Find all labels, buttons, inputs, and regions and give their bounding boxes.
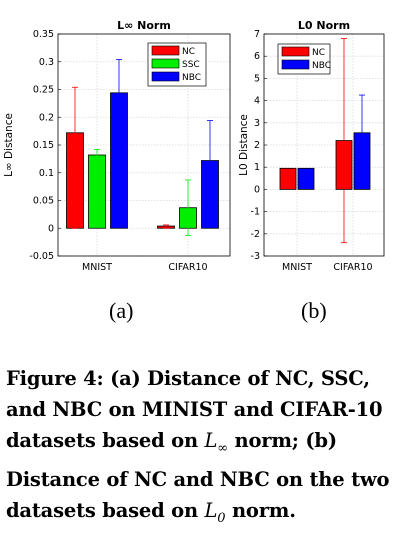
figure-panels: -0.05 0 0.05 0.1 0.15 0.2 0.25 0.3 0.35 MNIST CIFA… xyxy=(3,19,385,273)
sublabel-a: (a) xyxy=(109,298,134,323)
legend-swatch-nc xyxy=(151,45,180,56)
caption-part2: norm; (b) Distance of NC and NBC on the … xyxy=(6,429,390,522)
chart-title: L∞ Norm xyxy=(117,19,171,32)
y-tick-label: 4 xyxy=(254,96,260,107)
caption-math1: L∞ xyxy=(204,429,229,456)
y-tick-label: 0 xyxy=(48,223,54,234)
y-tick-label: 0.15 xyxy=(33,140,54,151)
y-tick-label: -0.05 xyxy=(29,251,54,262)
y-tick-label: 0.3 xyxy=(39,57,54,68)
legend-label-ssc: SSC xyxy=(182,60,200,70)
sublabel-b: (b) xyxy=(301,298,327,323)
y-tick-label: 0 xyxy=(254,184,260,195)
axes-frame xyxy=(57,33,231,257)
legend-swatch-nc xyxy=(281,46,310,57)
bar-nc-mnist xyxy=(279,167,297,190)
y-tick-label: 0.25 xyxy=(33,85,54,96)
y-axis-label: L0 Distance xyxy=(238,114,250,176)
legend-label-nc: NC xyxy=(312,48,325,58)
legend-label-nbc: NBC xyxy=(312,61,331,71)
legend-label-nbc: NBC xyxy=(182,73,201,83)
y-tick-label: 6 xyxy=(254,51,260,62)
caption-part3: norm. xyxy=(225,498,296,522)
axes-frame xyxy=(263,33,385,257)
chart-title: L0 Norm xyxy=(298,19,350,32)
y-tick-label: 0.2 xyxy=(39,112,54,123)
x-tick-label: MNIST xyxy=(82,262,112,273)
y-tick-label: -3 xyxy=(251,251,260,262)
y-tick-label: 5 xyxy=(254,73,260,84)
figure-caption: Figure 4: (a) Distance of NC, SSC, and N… xyxy=(6,363,402,534)
y-tick-label: 3 xyxy=(254,118,260,129)
bar-nbc-mnist xyxy=(297,167,315,190)
legend-swatch-nbc xyxy=(151,71,180,82)
y-tick-label: -1 xyxy=(251,207,260,218)
x-tick-label: CIFAR10 xyxy=(333,262,372,273)
y-tick-label: 0.1 xyxy=(39,168,54,179)
y-axis-label: L∞ Distance xyxy=(3,113,15,177)
bar-ssc-mnist xyxy=(88,154,106,229)
y-tick-label: 0.05 xyxy=(33,196,54,207)
y-tick-label: 2 xyxy=(254,140,260,151)
y-tick-label: 0.35 xyxy=(33,29,54,40)
chart-a: -0.05 0 0.05 0.1 0.15 0.2 0.25 0.3 0.35 MNIST CIFA… xyxy=(3,19,231,273)
legend-swatch-nbc xyxy=(281,59,310,70)
x-tick-label: CIFAR10 xyxy=(168,262,207,273)
chart-b: -3 -2 -1 0 1 2 3 4 5 6 7 MNIST CIFAR10 L0 Norm L0 Dist… xyxy=(238,19,385,273)
caption-part1: Figure 4: (a) Distance of NC, SSC, and N… xyxy=(6,367,383,452)
legend-label-nc: NC xyxy=(182,47,195,57)
x-tick-label: MNIST xyxy=(282,262,312,273)
y-tick-label: 1 xyxy=(254,162,260,173)
caption-math2: L0 xyxy=(204,498,226,526)
y-tick-label: -2 xyxy=(251,229,260,240)
legend-swatch-ssc xyxy=(151,58,180,69)
y-tick-label: 7 xyxy=(254,29,260,40)
